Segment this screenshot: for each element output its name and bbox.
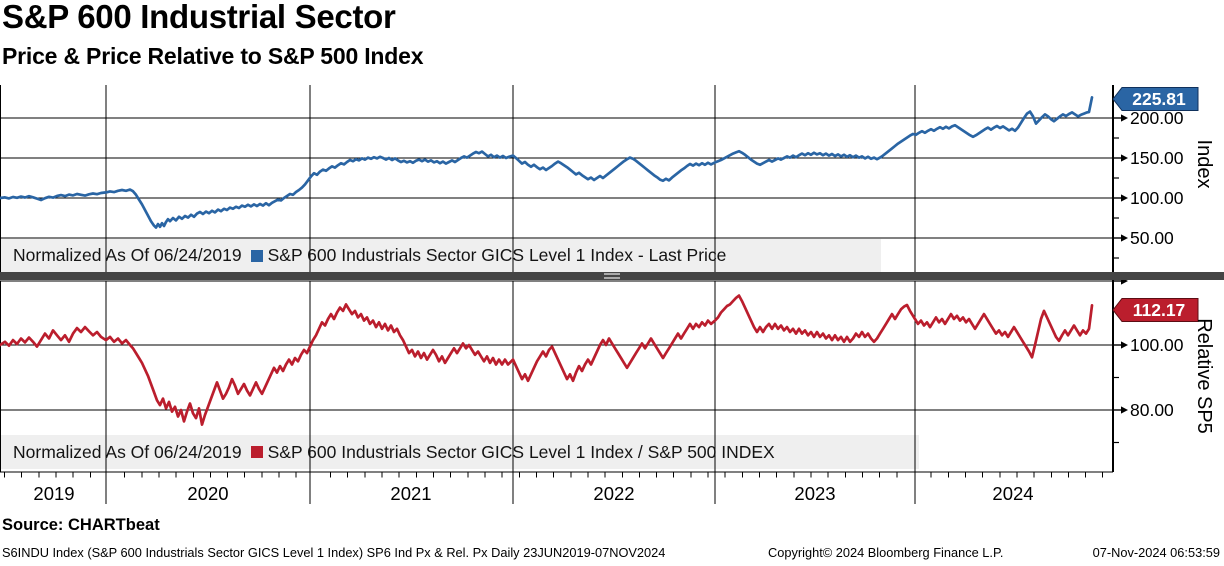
timestamp: 07-Nov-2024 06:53:59 [1092, 545, 1220, 560]
copyright-notice: Copyright© 2024 Bloomberg Finance L.P. [768, 545, 1004, 560]
year-2020: 2020 [187, 483, 228, 504]
normalized-label-bottom: Normalized As Of 06/24/2019 [13, 441, 242, 462]
ytick-50: 50.00 [1130, 228, 1174, 248]
last-price-badge-index: 225.81 [1112, 87, 1199, 111]
x-axis-year-labels: 2019 2020 2021 2022 2023 2024 [33, 483, 1033, 504]
year-2022: 2022 [593, 483, 634, 504]
footer-info-bar: S6INDU Index (S&P 600 Industrials Sector… [0, 545, 1224, 563]
ytick-200: 200.00 [1130, 108, 1184, 128]
last-price-value-relative: 112.17 [1133, 300, 1186, 320]
year-2024: 2024 [992, 483, 1033, 504]
legend-strip-bottom [0, 435, 919, 469]
year-2023: 2023 [794, 483, 835, 504]
legend-strip-top [0, 239, 881, 272]
red-series-swatch-icon [250, 446, 263, 458]
blue-series-swatch-icon [250, 249, 263, 262]
panel-resize-handle-icon[interactable] [604, 273, 620, 279]
y-axis-labels-top: 200.00 150.00 100.00 50.00 [1130, 108, 1184, 248]
year-2019: 2019 [33, 483, 74, 504]
series-label-bottom: S&P 600 Industrials Sector GICS Level 1 … [267, 441, 775, 462]
page-subtitle: Price & Price Relative to S&P 500 Index [2, 43, 424, 69]
top-price-line [0, 96, 1094, 229]
panel-separator [0, 272, 1224, 280]
page-title: S&P 600 Industrial Sector [2, 0, 396, 35]
year-2021: 2021 [390, 483, 431, 504]
security-description: S6INDU Index (S&P 600 Industrials Sector… [2, 545, 666, 560]
last-price-value-index: 225.81 [1132, 89, 1186, 109]
ytick-rel-80: 80.00 [1130, 400, 1174, 420]
source-label: Source: CHARTbeat [2, 516, 160, 534]
y-axis-labels-bottom: 100.00 80.00 [1130, 335, 1184, 420]
ytick-100: 100.00 [1130, 188, 1184, 208]
ytick-150: 150.00 [1130, 148, 1184, 168]
last-price-badge-relative: 112.17 [1112, 298, 1199, 322]
series-label-top: S&P 600 Industrials Sector GICS Level 1 … [267, 245, 727, 265]
legend-bottom-content: Normalized As Of 06/24/2019 S&P 600 Indu… [0, 435, 918, 469]
y-axis-title-relative: Relative SP5 [1193, 318, 1215, 434]
y-axis-title-index: Index [1193, 140, 1215, 189]
ytick-rel-100: 100.00 [1130, 335, 1184, 355]
legend-top-content: Normalized As Of 06/24/2019 S&P 600 Indu… [0, 239, 883, 272]
normalized-label-top: Normalized As Of 06/24/2019 [13, 245, 242, 265]
relative-price-line [0, 294, 1094, 426]
